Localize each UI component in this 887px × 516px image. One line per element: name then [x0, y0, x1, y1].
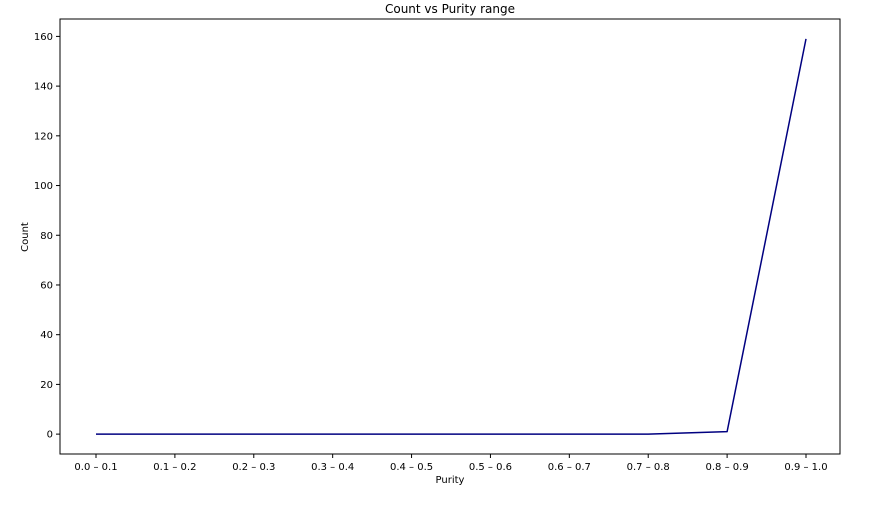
- x-axis: 0.0 – 0.1 0.1 – 0.2 0.2 – 0.3 0.3 – 0.4 0.4 …: [74, 454, 828, 473]
- y-tick-label: 80: [40, 231, 53, 242]
- y-tick-label: 20: [40, 380, 53, 391]
- series-layer: [96, 38, 807, 435]
- y-tick-label: 60: [40, 280, 53, 291]
- x-tick-label: 0.0 – 0.1: [74, 462, 117, 473]
- x-tick-label: 0.4 – 0.5: [390, 462, 433, 473]
- y-tick-label: 100: [34, 181, 53, 192]
- y-tick-label: 0: [47, 430, 53, 441]
- x-tick-label: 0.9 – 1.0: [784, 462, 827, 473]
- x-tick-label: 0.5 – 0.6: [469, 462, 512, 473]
- y-tick-label: 140: [34, 82, 53, 93]
- x-tick-label: 0.2 – 0.3: [232, 462, 275, 473]
- y-tick-label: 40: [40, 330, 53, 341]
- x-tick-label: 0.3 – 0.4: [311, 462, 354, 473]
- x-tick-label: 0.6 – 0.7: [548, 462, 591, 473]
- plot-area: [59, 18, 841, 455]
- x-axis-label: Purity: [436, 475, 465, 486]
- x-tick-label: 0.1 – 0.2: [153, 462, 196, 473]
- x-tick-label: 0.8 – 0.9: [706, 462, 749, 473]
- y-tick-label: 160: [34, 32, 53, 43]
- y-axis-label: Count: [20, 222, 31, 252]
- chart-title: Count vs Purity range: [385, 2, 515, 16]
- y-tick-label: 120: [34, 131, 53, 142]
- x-tick-label: 0.7 – 0.8: [627, 462, 670, 473]
- y-axis: 0 20 40 60 80 100 120 140 160: [34, 32, 60, 441]
- series-line: [96, 38, 807, 435]
